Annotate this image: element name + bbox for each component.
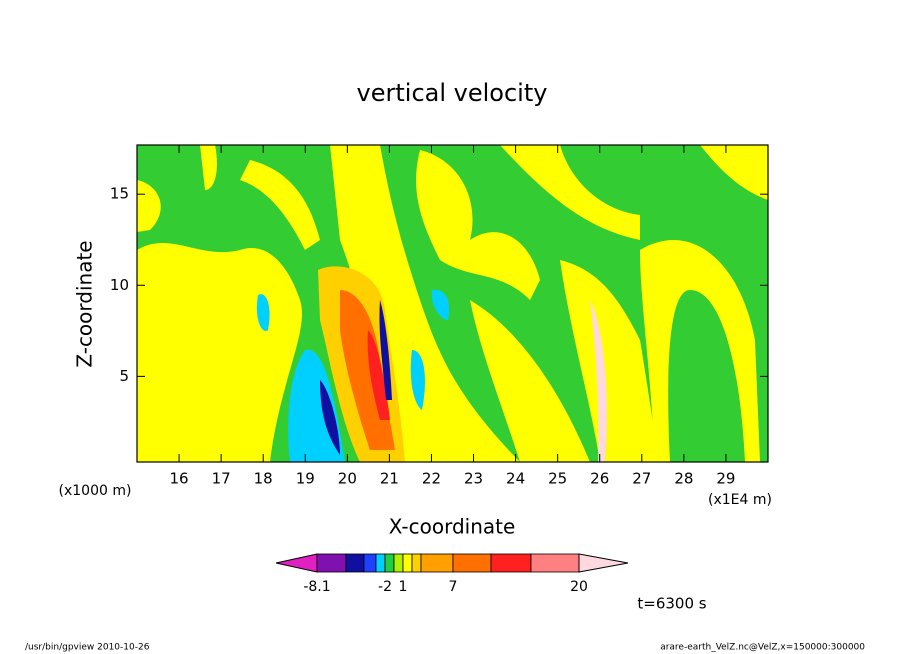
x-unit: (x1E4 m) bbox=[708, 492, 772, 508]
y-unit: (x1000 m) bbox=[59, 483, 132, 499]
colorbar-segment bbox=[530, 553, 580, 573]
x-tick-label: 26 bbox=[590, 470, 609, 488]
x-tick-label: 19 bbox=[296, 470, 315, 488]
chart-title: vertical velocity bbox=[357, 79, 548, 107]
colorbar-extend bbox=[578, 553, 629, 573]
x-tick-label: 25 bbox=[548, 470, 567, 488]
x-tick-label: 28 bbox=[674, 470, 693, 488]
x-tick-label: 16 bbox=[170, 470, 189, 488]
colorbar-extend bbox=[275, 553, 318, 573]
colorbar-segment bbox=[393, 553, 404, 573]
x-axis-title: X-coordinate bbox=[389, 515, 516, 539]
x-tick-label: 23 bbox=[464, 470, 483, 488]
colorbar-segment bbox=[411, 553, 422, 573]
colorbar-segment bbox=[402, 553, 413, 573]
x-tick-label: 22 bbox=[422, 470, 441, 488]
x-tick-label: 17 bbox=[212, 470, 231, 488]
colorbar-segment bbox=[452, 553, 492, 573]
colorbar-label: 1 bbox=[399, 579, 408, 595]
y-tick-label: 5 bbox=[119, 367, 129, 385]
y-tick-label: 15 bbox=[110, 185, 129, 203]
footer-left: /usr/bin/gpview 2010-10-26 bbox=[25, 643, 150, 653]
colorbar-segment bbox=[345, 553, 365, 573]
colorbar-label: 7 bbox=[449, 579, 458, 595]
y-tick-label: 10 bbox=[110, 276, 129, 294]
x-tick-label: 20 bbox=[338, 470, 357, 488]
x-tick-label: 24 bbox=[506, 470, 525, 488]
footer-right: arare-earth_VelZ.nc@VelZ,x=150000:300000 bbox=[660, 643, 865, 653]
x-tick-label: 21 bbox=[380, 470, 399, 488]
colorbar-segment bbox=[490, 553, 532, 573]
x-tick-label: 27 bbox=[632, 470, 651, 488]
y-axis-title: Z-coordinate bbox=[73, 240, 97, 367]
colorbar-segment bbox=[384, 553, 395, 573]
plot-frame bbox=[136, 144, 769, 463]
time-label: t=6300 s bbox=[637, 595, 706, 613]
colorbar-label: -8.1 bbox=[303, 579, 330, 595]
colorbar-segment bbox=[363, 553, 377, 573]
colorbar-segment bbox=[316, 553, 347, 573]
colorbar-label: -2 bbox=[378, 579, 392, 595]
contour-field bbox=[137, 145, 768, 462]
x-tick-label: 29 bbox=[716, 470, 735, 488]
colorbar-segment bbox=[420, 553, 454, 573]
colorbar: -8.1 -2 1 7 20 bbox=[275, 553, 629, 595]
colorbar-segment bbox=[375, 553, 386, 573]
x-tick-label: 18 bbox=[254, 470, 273, 488]
colorbar-label: 20 bbox=[570, 579, 588, 595]
